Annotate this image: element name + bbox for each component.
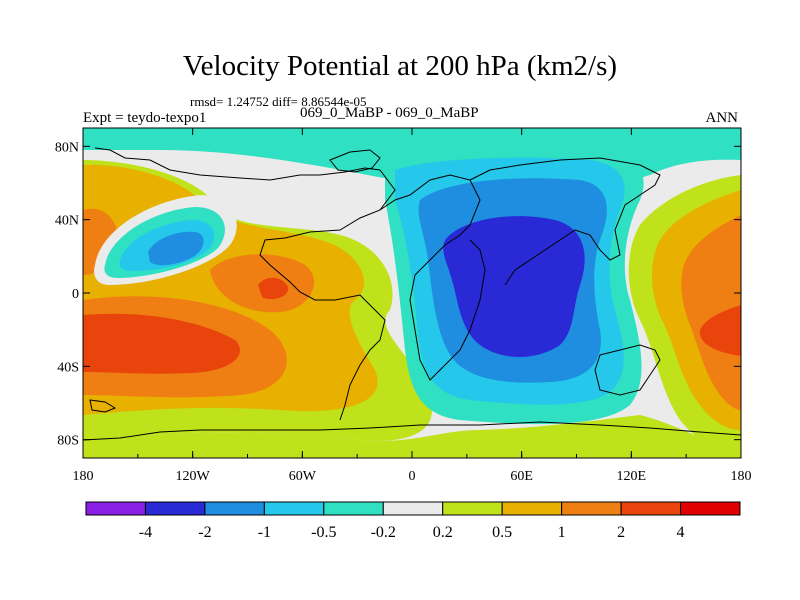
experiment-label: Expt = teydo-texpo1 xyxy=(83,110,207,126)
coast-americas xyxy=(94,147,396,421)
x-tick-label: 60E xyxy=(510,469,533,484)
colorbar-swatch xyxy=(501,501,563,516)
colorbar-label: -0.2 xyxy=(371,524,396,541)
colorbar-swatch xyxy=(620,501,682,516)
colorbar-swatch xyxy=(382,501,444,516)
colorbar-label: -4 xyxy=(139,524,152,541)
colorbar-swatch xyxy=(680,501,741,516)
coastlines xyxy=(83,147,741,441)
colorbar-label: 0.5 xyxy=(492,524,512,541)
contour-yellow-south xyxy=(83,415,741,458)
colorbar-swatch xyxy=(323,501,384,516)
y-tick-label: 40N xyxy=(55,214,79,229)
contour-blue-np xyxy=(148,231,204,266)
contour-red-central xyxy=(258,277,289,300)
rmsd-diff-stats: rmsd= 1.24752 diff= 8.86544e-05 xyxy=(190,94,367,109)
contour-darkblue-east xyxy=(443,216,585,358)
x-tick-label: 180 xyxy=(731,469,752,484)
y-tick-label: 80S xyxy=(57,434,79,449)
colorbar-label: 2 xyxy=(617,524,625,541)
contour-red-west xyxy=(83,313,240,374)
contour-darkorange-east xyxy=(681,215,741,410)
colorbar-label: 0.2 xyxy=(433,524,453,541)
case-label: 069_0_MaBP - 069_0_MaBP xyxy=(300,105,479,121)
contour-field xyxy=(83,128,741,458)
coast-southwest xyxy=(89,399,117,413)
x-tick-label: 180 xyxy=(73,469,94,484)
colorbar: -4 -2 -1 -0.5 -0.2 0.2 0.5 1 2 4 xyxy=(85,501,741,541)
contour-red-east xyxy=(699,305,741,356)
x-tick-label: 0 xyxy=(409,469,416,484)
colorbar-label: -0.5 xyxy=(311,524,336,541)
colorbar-swatch xyxy=(144,501,206,516)
colorbar-label: 4 xyxy=(677,524,685,541)
coast-greenland xyxy=(329,149,381,173)
x-tick-label: 120E xyxy=(617,469,647,484)
colorbar-swatch xyxy=(442,501,503,516)
coast-australia xyxy=(594,344,661,396)
colorbar-swatch xyxy=(561,501,622,516)
colorbar-label: 1 xyxy=(558,524,566,541)
colorbar-swatch xyxy=(204,501,265,516)
x-tick-label: 60W xyxy=(289,469,317,484)
coast-africa-europe xyxy=(379,174,486,381)
colorbar-swatch xyxy=(263,501,325,516)
y-tick-label: 0 xyxy=(72,287,79,302)
colorbar-swatch xyxy=(85,501,146,516)
coast-antarctica xyxy=(83,421,741,441)
season-label: ANN xyxy=(705,110,739,126)
coast-asia xyxy=(469,157,661,286)
colorbar-label: -2 xyxy=(198,524,211,541)
y-tick-label: 40S xyxy=(57,360,79,375)
chart-title: Velocity Potential at 200 hPa (km2/s) xyxy=(182,50,618,82)
colorbar-label: -1 xyxy=(258,524,271,541)
y-tick-label: 80N xyxy=(55,140,79,155)
x-tick-label: 120W xyxy=(176,469,211,484)
axis-ticks: 180 120W 60W 0 60E 120E 180 80N 40N 0 40S 80S xyxy=(55,128,752,484)
